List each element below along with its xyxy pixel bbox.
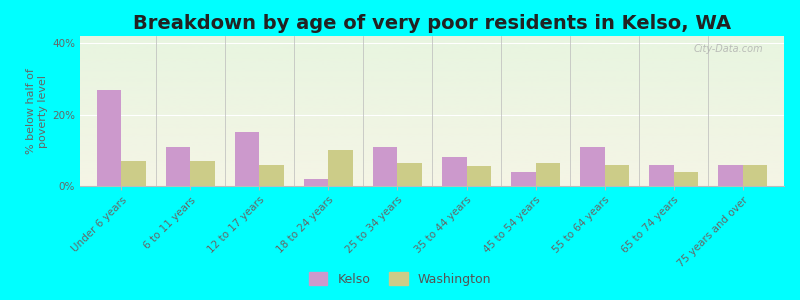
Bar	[718, 165, 742, 186]
Bar	[329, 150, 353, 186]
Bar	[235, 132, 259, 186]
Bar	[466, 167, 490, 186]
Bar	[374, 147, 398, 186]
Bar	[650, 165, 674, 186]
Bar	[580, 147, 605, 186]
Bar	[605, 165, 629, 186]
Bar	[122, 161, 146, 186]
Bar	[442, 158, 466, 186]
Y-axis label: % below half of
poverty level: % below half of poverty level	[26, 68, 48, 154]
Bar	[259, 165, 284, 186]
Bar	[304, 179, 329, 186]
Bar	[190, 161, 214, 186]
Bar	[98, 90, 122, 186]
Bar	[166, 147, 190, 186]
Bar	[742, 165, 766, 186]
Legend: Kelso, Washington: Kelso, Washington	[304, 267, 496, 291]
Text: City-Data.com: City-Data.com	[694, 44, 763, 53]
Bar	[674, 172, 698, 186]
Bar	[511, 172, 535, 186]
Bar	[535, 163, 560, 186]
Title: Breakdown by age of very poor residents in Kelso, WA: Breakdown by age of very poor residents …	[133, 14, 731, 33]
Bar	[398, 163, 422, 186]
